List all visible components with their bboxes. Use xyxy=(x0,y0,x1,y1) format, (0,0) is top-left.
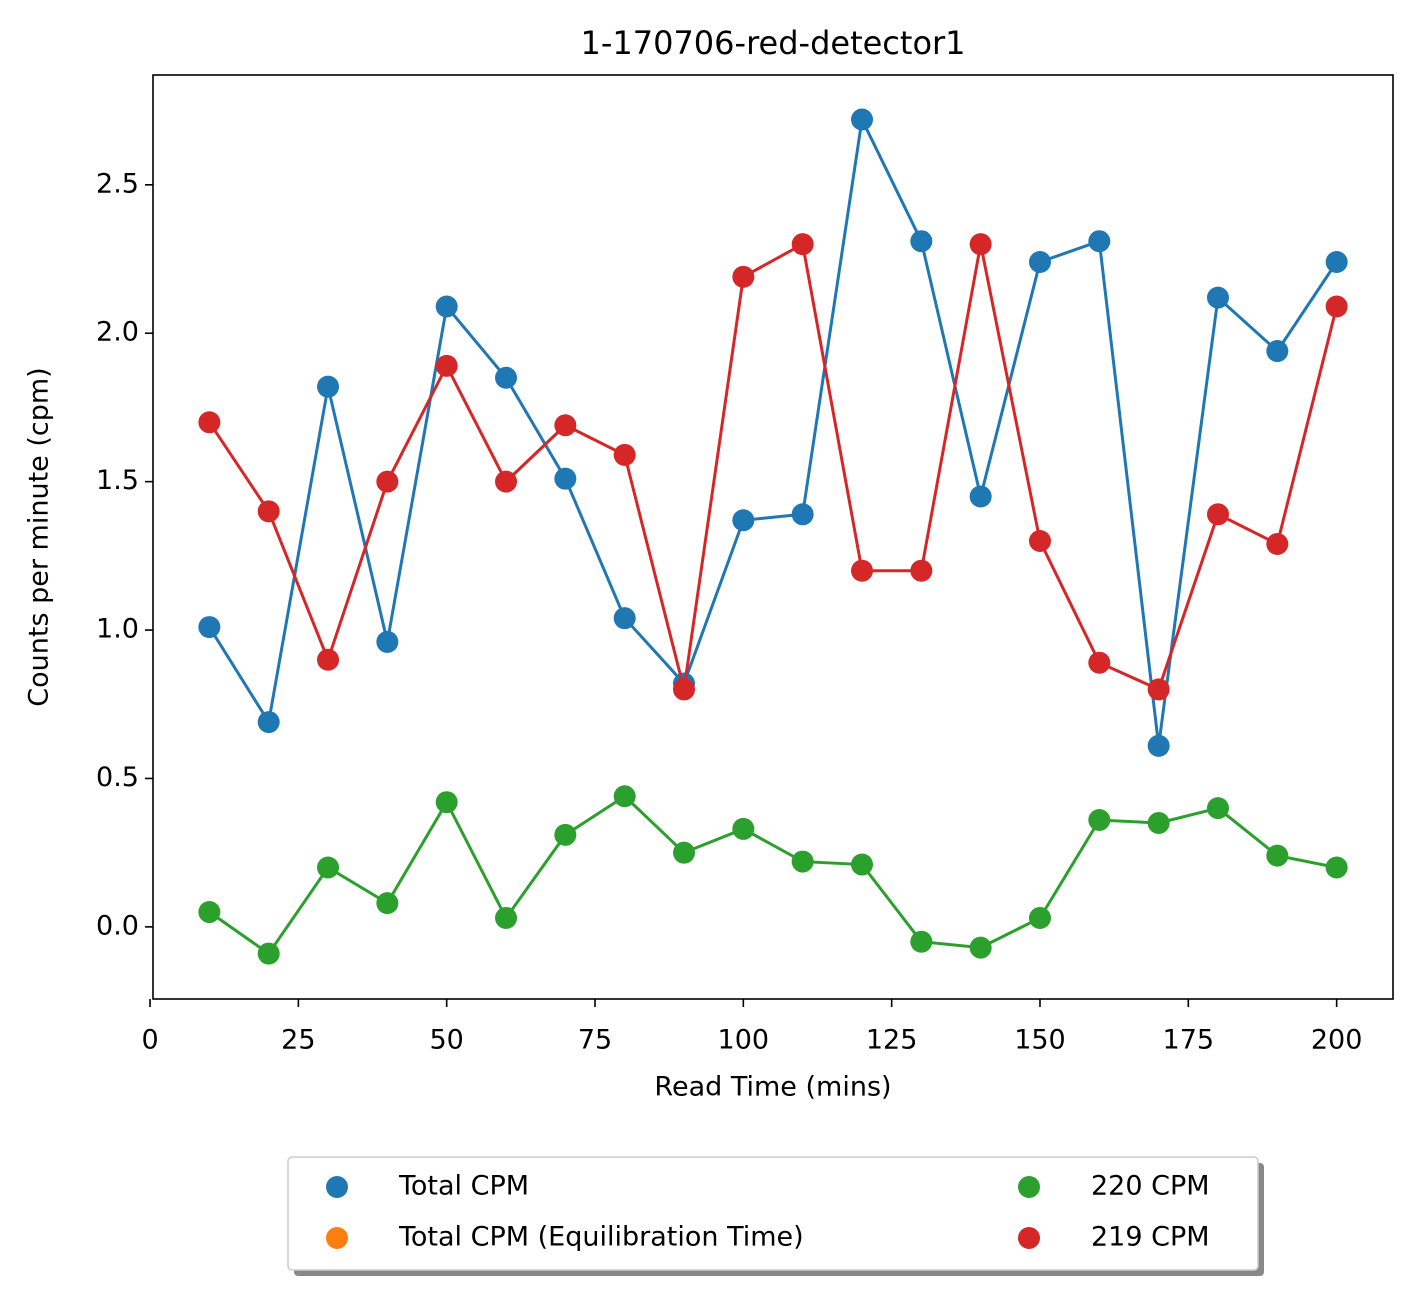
data-point xyxy=(257,942,280,965)
x-tick-label: 100 xyxy=(718,1025,770,1056)
y-tick-label: 2.5 xyxy=(96,168,139,199)
x-axis-label: Read Time (mins) xyxy=(654,1072,891,1103)
data-point xyxy=(791,850,814,873)
data-point xyxy=(673,678,696,701)
y-tick-label: 1.0 xyxy=(96,614,139,645)
data-point xyxy=(850,853,873,876)
data-point xyxy=(257,711,280,734)
data-point xyxy=(1028,250,1051,273)
data-point xyxy=(376,892,399,915)
data-point xyxy=(1206,286,1229,309)
data-point xyxy=(969,936,992,959)
data-point xyxy=(1325,250,1348,273)
data-point xyxy=(850,108,873,131)
y-axis-label: Counts per minute (cpm) xyxy=(24,367,55,706)
data-point xyxy=(435,295,458,318)
data-point xyxy=(1088,809,1111,832)
data-point xyxy=(673,841,696,864)
y-tick-label: 2.0 xyxy=(96,317,139,348)
data-point xyxy=(791,233,814,256)
data-point xyxy=(435,791,458,814)
data-point xyxy=(495,470,518,493)
data-point xyxy=(969,233,992,256)
data-point xyxy=(495,366,518,389)
legend-label: 219 CPM xyxy=(1091,1222,1210,1253)
data-point xyxy=(1266,844,1289,867)
data-point xyxy=(791,503,814,526)
y-tick-label: 1.5 xyxy=(96,465,139,496)
data-point xyxy=(1147,811,1170,834)
data-point xyxy=(1028,906,1051,929)
legend-marker xyxy=(1018,1227,1040,1249)
x-tick-label: 200 xyxy=(1311,1025,1363,1056)
data-point xyxy=(317,648,340,671)
data-point xyxy=(1325,295,1348,318)
data-point xyxy=(495,906,518,929)
data-point xyxy=(1088,230,1111,253)
data-point xyxy=(910,230,933,253)
data-point xyxy=(1325,856,1348,879)
legend-box xyxy=(287,1156,1259,1271)
series-line xyxy=(208,241,1339,692)
data-point xyxy=(1266,532,1289,555)
y-tick-label: 0.5 xyxy=(96,762,139,793)
chart-title: 1-170706-red-detector1 xyxy=(580,24,965,62)
data-point xyxy=(613,607,636,630)
series-line xyxy=(208,114,1338,747)
x-tick-label: 75 xyxy=(578,1025,612,1056)
data-point xyxy=(732,509,755,532)
data-point xyxy=(1147,734,1170,757)
data-point xyxy=(732,817,755,840)
data-point xyxy=(554,467,577,490)
data-point xyxy=(910,930,933,953)
legend-label: Total CPM xyxy=(398,1171,529,1202)
y-tick-label: 0.0 xyxy=(96,910,139,941)
x-tick-label: 125 xyxy=(866,1025,918,1056)
data-point xyxy=(554,823,577,846)
x-tick-label: 25 xyxy=(281,1025,315,1056)
data-point xyxy=(910,559,933,582)
legend-marker xyxy=(326,1227,348,1249)
data-point xyxy=(198,411,221,434)
legend-label: 220 CPM xyxy=(1091,1171,1210,1202)
data-point xyxy=(1266,340,1289,363)
data-point xyxy=(1088,651,1111,674)
data-point xyxy=(1028,530,1051,553)
data-point xyxy=(376,470,399,493)
data-point xyxy=(1206,797,1229,820)
data-point xyxy=(198,616,221,639)
data-point xyxy=(1206,503,1229,526)
data-point xyxy=(732,265,755,288)
data-point xyxy=(613,785,636,808)
legend-marker xyxy=(1018,1176,1040,1198)
data-point xyxy=(613,443,636,466)
data-point xyxy=(376,630,399,653)
data-point xyxy=(198,901,221,924)
x-tick-label: 175 xyxy=(1163,1025,1215,1056)
data-point xyxy=(1147,678,1170,701)
data-point xyxy=(554,414,577,437)
data-point xyxy=(850,559,873,582)
data-point xyxy=(257,500,280,523)
data-point xyxy=(969,485,992,508)
legend-label: Total CPM (Equilibration Time) xyxy=(398,1222,804,1253)
legend-marker xyxy=(326,1176,348,1198)
data-point xyxy=(435,354,458,377)
data-point xyxy=(317,856,340,879)
x-tick-label: 0 xyxy=(141,1025,158,1056)
plot-frame xyxy=(152,74,1394,1000)
x-tick-label: 50 xyxy=(430,1025,464,1056)
data-point xyxy=(317,375,340,398)
x-tick-label: 150 xyxy=(1014,1025,1066,1056)
